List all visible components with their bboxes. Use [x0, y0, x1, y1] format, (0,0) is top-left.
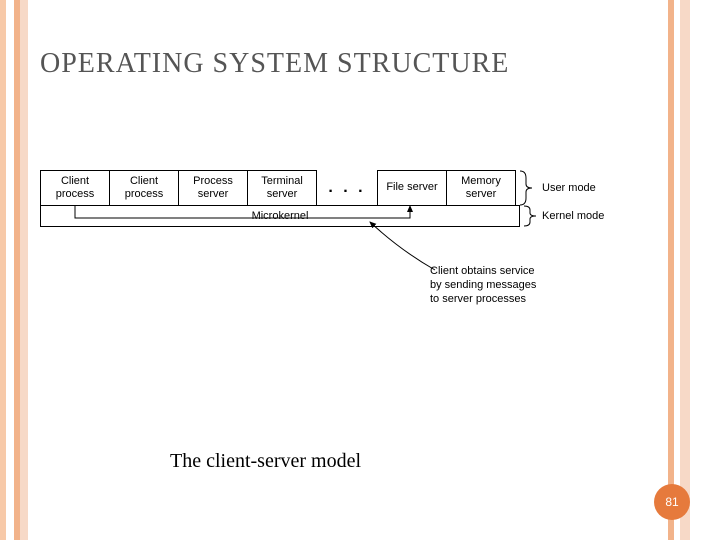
left-accent-stripes [0, 0, 28, 540]
stripe [680, 0, 690, 540]
bracket-user-mode [520, 170, 534, 206]
annotation-message: Client obtains service by sending messag… [430, 265, 540, 306]
right-accent-stripes [668, 0, 690, 540]
label-user-mode: User mode [542, 182, 596, 194]
stripe [6, 0, 14, 540]
client-server-diagram: Client process Client process Process se… [40, 170, 680, 227]
slide-title: OPERATING SYSTEM STRUCTURE [40, 48, 509, 80]
stripe [20, 0, 28, 540]
page-number-badge: 81 [654, 484, 690, 520]
label-kernel-mode: Kernel mode [542, 210, 604, 222]
slide-caption: The client-server model [170, 450, 361, 473]
bracket-kernel-mode [524, 205, 538, 227]
